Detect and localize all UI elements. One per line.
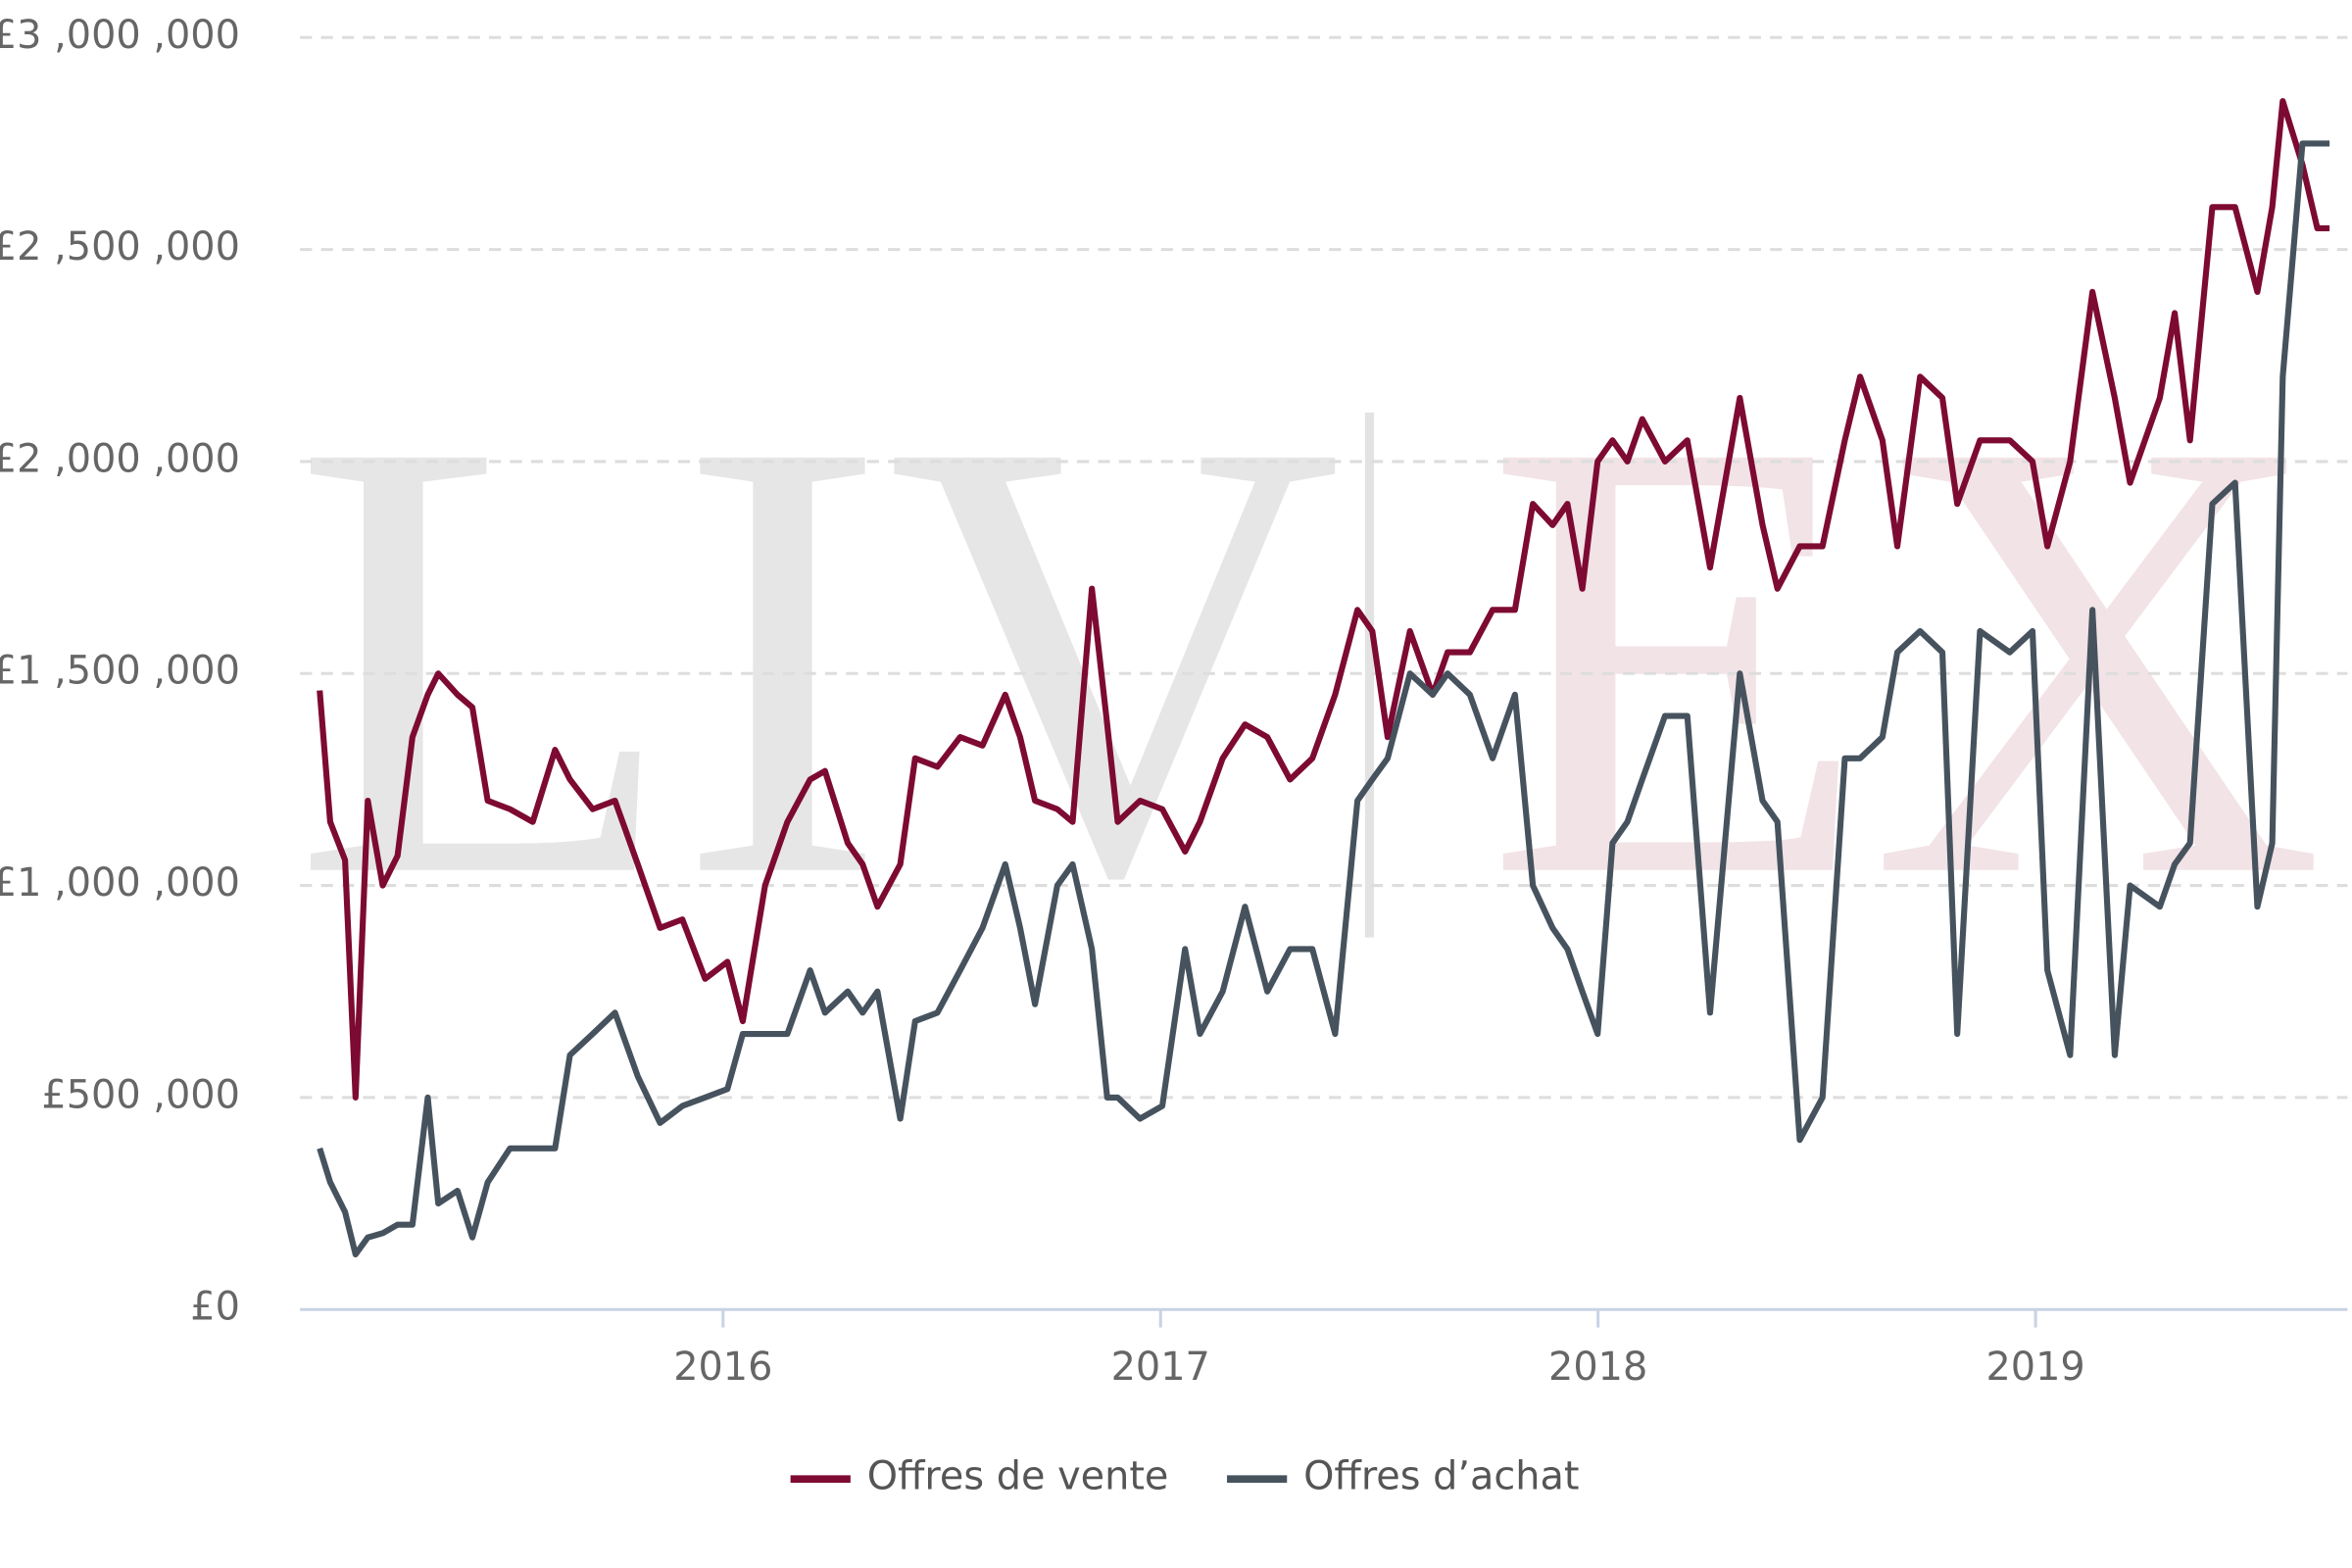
x-tick-label: 2019 xyxy=(1985,1345,2084,1390)
watermark: EX xyxy=(1485,310,2325,1007)
y-tick-label: £2 ,000 ,000 xyxy=(0,436,240,481)
watermark: LIV xyxy=(292,310,1342,1007)
y-tick-label: £2 ,500 ,000 xyxy=(0,224,240,270)
y-tick-label: £3 ,000 ,000 xyxy=(0,13,240,58)
x-tick-label: 2017 xyxy=(1111,1345,1210,1390)
y-tick-label: £0 xyxy=(190,1285,240,1330)
y-tick-label: £1 ,500 ,000 xyxy=(0,649,240,694)
series-line xyxy=(317,98,2330,1101)
legend-label: Offres de vente xyxy=(867,1454,1169,1499)
series-line xyxy=(317,140,2330,1258)
x-tick-label: 2016 xyxy=(673,1345,772,1390)
y-tick-label: £1 ,000 ,000 xyxy=(0,860,240,906)
x-tick-label: 2018 xyxy=(1548,1345,1647,1390)
y-tick-label: £500 ,000 xyxy=(41,1072,239,1117)
legend-label: Offres d’achat xyxy=(1303,1454,1579,1499)
